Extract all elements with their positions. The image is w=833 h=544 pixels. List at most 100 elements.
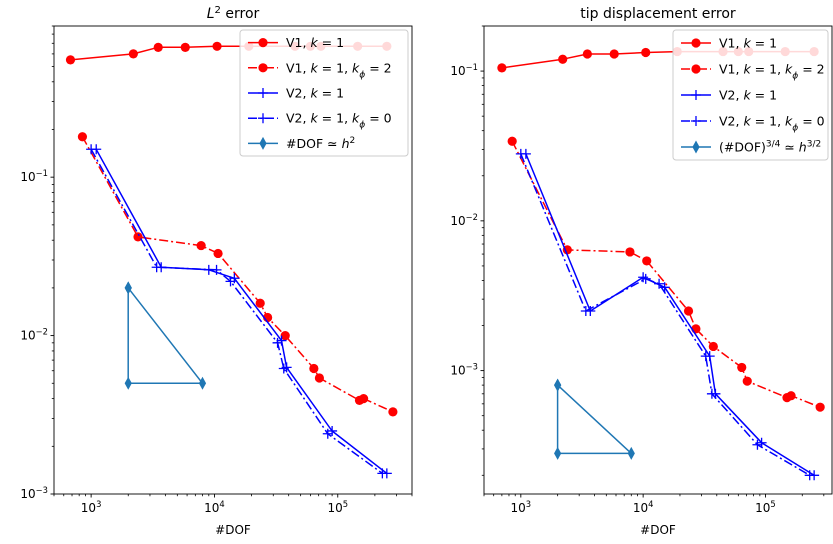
legend-label: V2, k = 1 <box>719 88 777 103</box>
data-point <box>212 41 222 51</box>
data-point <box>198 376 207 390</box>
data-point <box>225 276 236 287</box>
data-point <box>683 306 694 316</box>
plot-frame <box>53 25 413 495</box>
series-2 <box>77 132 398 417</box>
series-5 <box>124 281 207 390</box>
data-point <box>642 256 652 266</box>
data-point <box>280 330 290 341</box>
data-point <box>554 446 562 460</box>
data-point <box>272 337 283 348</box>
data-point <box>609 49 619 59</box>
series-group <box>497 46 825 481</box>
series-2 <box>507 136 825 412</box>
legend-marker <box>691 116 701 126</box>
legend-item: V2, k = 1, kϕ = 0 <box>681 114 825 134</box>
data-point <box>708 341 718 352</box>
y-tick-label: 10−2 <box>450 212 478 228</box>
legend-marker <box>259 136 267 150</box>
series-line <box>525 153 815 476</box>
data-point <box>86 144 97 155</box>
legend-item: V2, k = 1 <box>681 88 777 103</box>
legend-label: #DOF ≃ h2 <box>286 136 355 151</box>
data-point <box>124 376 132 390</box>
legend-item: V1, k = 1, kϕ = 2 <box>681 62 825 82</box>
data-point <box>580 306 591 317</box>
data-point <box>255 298 265 308</box>
x-axis-label: #DOF <box>215 523 251 537</box>
legend-label: V2, k = 1 <box>286 86 344 101</box>
series-3 <box>520 148 820 481</box>
legend: V1, k = 1 V1, k = 1, kϕ = 2 V2, k = 1 V2, k… <box>239 29 409 157</box>
series-line <box>95 148 388 474</box>
data-point <box>625 247 635 257</box>
y-tick-label: 10−1 <box>20 168 48 184</box>
data-point <box>497 63 507 73</box>
data-point <box>153 42 163 52</box>
legend-label: (#DOF)3/4 ≃ h3/2 <box>719 140 821 155</box>
series-line <box>520 153 811 476</box>
legend-item: V2, k = 1, kϕ = 0 <box>248 111 392 131</box>
legend-marker <box>258 113 268 124</box>
series-line <box>90 148 383 475</box>
legend-label: V1, k = 1 <box>719 36 777 51</box>
y-tick-label: 10−1 <box>450 62 478 78</box>
data-point <box>196 240 206 251</box>
data-point <box>358 394 369 404</box>
legend-marker <box>691 64 701 74</box>
legend-item: V2, k = 1 <box>248 86 344 101</box>
legend-marker <box>258 88 268 98</box>
axes: 103 104 105 10−3 10−2 10−1 #DOF <box>20 25 413 537</box>
legend: V1, k = 1 V1, k = 1, kϕ = 2 V2, k = 1 V2, k… <box>672 29 829 161</box>
legend-marker <box>258 38 268 48</box>
data-point <box>582 49 592 59</box>
series-4 <box>86 144 388 479</box>
data-point <box>77 132 88 142</box>
data-point <box>706 388 717 399</box>
legend-item: V1, k = 1 <box>681 36 777 51</box>
data-point <box>786 391 796 401</box>
legend-marker <box>691 38 701 48</box>
series-5 <box>554 378 635 460</box>
data-point <box>558 54 568 64</box>
data-point <box>515 148 526 159</box>
data-point <box>640 273 651 284</box>
legend-item: V1, k = 1, kϕ = 2 <box>248 60 392 80</box>
data-point <box>641 47 651 58</box>
data-point <box>278 363 289 374</box>
data-point <box>213 248 223 259</box>
plot-frame <box>483 25 833 495</box>
data-point <box>124 281 132 295</box>
legend-marker <box>691 90 701 100</box>
data-point <box>507 136 517 146</box>
data-point <box>211 264 222 275</box>
x-tick-label: 104 <box>204 499 225 515</box>
x-axis-label: #DOF <box>640 523 676 537</box>
series-4 <box>515 148 815 481</box>
data-point <box>314 373 325 383</box>
data-point <box>322 428 333 439</box>
data-point <box>128 49 138 59</box>
y-tick-label: 10−3 <box>450 362 478 378</box>
data-point <box>627 446 635 460</box>
x-tick-label: 105 <box>327 499 348 515</box>
x-tick-label: 105 <box>755 499 776 515</box>
data-point <box>815 402 825 412</box>
legend-label: V1, k = 1 <box>286 35 344 50</box>
legend-label: V2, k = 1, kϕ = 0 <box>286 111 392 131</box>
axes: 103 104 105 10−3 10−2 10−1 #DOF <box>450 25 825 537</box>
x-tick-label: 103 <box>81 499 102 515</box>
data-point <box>700 351 711 362</box>
data-point <box>742 376 752 386</box>
data-point <box>151 262 162 273</box>
series-line <box>511 140 821 408</box>
data-point <box>737 362 747 373</box>
legend-item: (#DOF)3/4 ≃ h3/2 <box>681 140 821 155</box>
series-3 <box>91 144 392 479</box>
data-point <box>752 439 763 450</box>
x-tick-label: 104 <box>633 499 654 515</box>
legend-item: V1, k = 1 <box>248 35 344 50</box>
data-point <box>654 278 665 289</box>
legend-marker <box>692 140 700 154</box>
